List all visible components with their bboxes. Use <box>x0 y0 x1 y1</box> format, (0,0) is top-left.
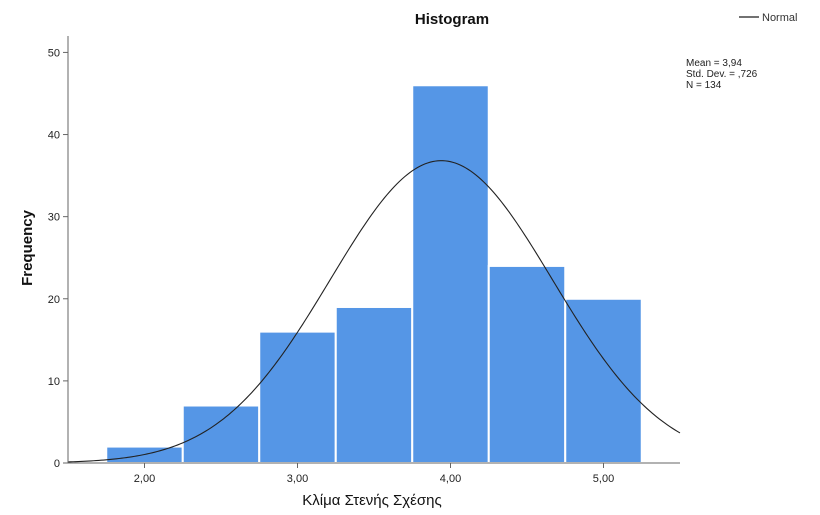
y-axis-label: Frequency <box>19 209 36 286</box>
y-tick-label: 20 <box>48 294 60 306</box>
y-tick-label: 10 <box>48 376 60 388</box>
x-axis-label: Κλίμα Στενής Σχέσης <box>302 492 441 509</box>
y-tick-label: 0 <box>54 458 60 470</box>
y-tick-label: 40 <box>48 130 60 142</box>
histogram-bar-3 <box>334 305 414 464</box>
y-tick-label: 50 <box>48 47 60 59</box>
x-tick-label: 3,00 <box>287 473 308 485</box>
histogram-bar-1 <box>181 404 261 464</box>
x-tick-label: 5,00 <box>593 473 614 485</box>
x-tick-label: 4,00 <box>440 473 461 485</box>
y-ticks-group: 0 10 20 30 40 50 <box>48 47 68 470</box>
stat-std-dev: Std. Dev. = ,726 <box>686 69 758 80</box>
histogram-bar-5 <box>487 264 567 464</box>
legend: Normal <box>739 12 797 24</box>
histogram-bar-4 <box>411 84 490 465</box>
normal-curve <box>67 160 681 463</box>
histogram-bar-2 <box>258 330 337 464</box>
stat-mean: Mean = 3,94 <box>686 58 742 69</box>
bars-group <box>105 84 643 465</box>
legend-label-normal: Normal <box>762 12 797 24</box>
chart-title: Histogram <box>415 11 489 28</box>
histogram-bar-6 <box>564 297 643 464</box>
x-ticks-group: 2,00 3,00 4,00 5,00 <box>134 463 614 485</box>
stat-n: N = 134 <box>686 80 722 91</box>
y-tick-label: 30 <box>48 212 60 224</box>
x-tick-label: 2,00 <box>134 473 155 485</box>
stats-box: Mean = 3,94 Std. Dev. = ,726 N = 134 <box>686 58 758 91</box>
